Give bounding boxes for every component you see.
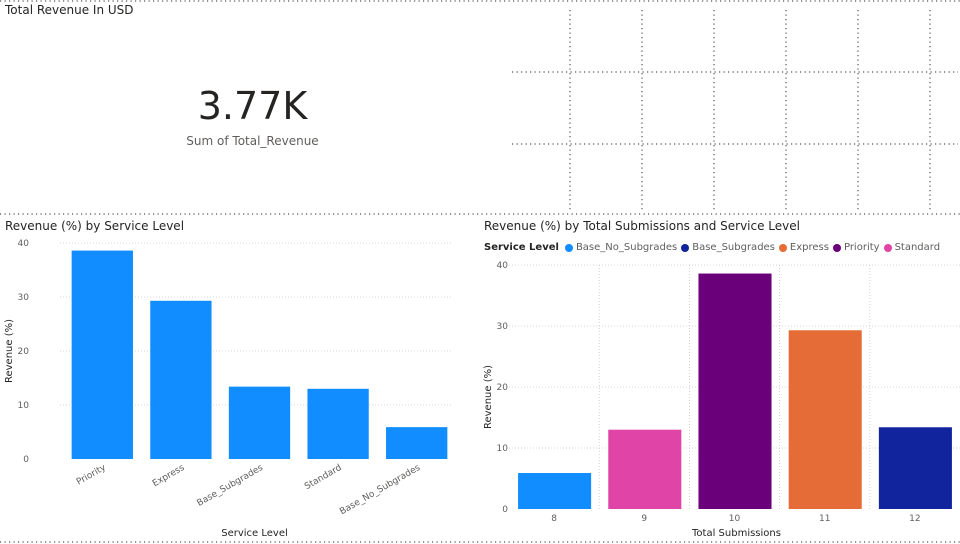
x-tick-label: Priority xyxy=(75,463,108,488)
x-tick-label: Express xyxy=(151,463,187,489)
chart1-revenue-by-service-level[interactable]: 0 10 20 30 40 Priority Express Base_Subgrades St… xyxy=(4,239,453,539)
x-tick-label: 12 xyxy=(909,514,920,524)
bar[interactable] xyxy=(150,300,212,459)
bar[interactable] xyxy=(788,330,862,509)
x-tick-label: Standard xyxy=(303,463,343,492)
legend-label: Standard xyxy=(894,242,941,253)
legend-item-standard[interactable]: Standard xyxy=(883,242,941,253)
legend-item-priority[interactable]: Priority xyxy=(832,242,880,253)
legend-label: Base_Subgrades xyxy=(692,242,775,253)
chart2-revenue-by-submissions[interactable]: 0 10 20 30 40 8 9 10 11 12 Revenue (%) Total Submis… xyxy=(483,261,960,539)
chart2-legend[interactable]: Service Level Base_No_Subgrades Base_Sub… xyxy=(484,242,944,253)
y-tick-label: 40 xyxy=(497,261,509,271)
legend-dot-icon xyxy=(778,243,787,252)
x-tick-label: Base_Subgrades xyxy=(196,463,266,509)
legend-dot-icon xyxy=(564,243,573,252)
y-tick-label: 0 xyxy=(23,455,29,465)
bar[interactable] xyxy=(878,427,952,509)
bar[interactable] xyxy=(698,273,772,509)
y-tick-label: 40 xyxy=(18,239,30,249)
x-tick-label: 8 xyxy=(551,514,557,524)
x-tick-label: 11 xyxy=(819,514,830,524)
y-tick-label: 20 xyxy=(18,347,30,357)
legend-label: Express xyxy=(789,242,829,253)
x-tick-label: 10 xyxy=(729,514,741,524)
kpi-card-title: Total Revenue In USD xyxy=(5,3,134,17)
bar[interactable] xyxy=(307,388,369,459)
legend-dot-icon xyxy=(832,243,841,252)
y-axis-title: Revenue (%) xyxy=(4,319,15,383)
x-axis-title: Service Level xyxy=(221,528,288,539)
legend-dot-icon xyxy=(681,243,690,252)
legend-label: Base_No_Subgrades xyxy=(575,242,678,253)
legend-label: Priority xyxy=(843,242,880,253)
legend-item-base-no-subgrades[interactable]: Base_No_Subgrades xyxy=(564,242,678,253)
y-tick-label: 30 xyxy=(497,322,509,332)
bar[interactable] xyxy=(518,473,592,509)
y-tick-label: 0 xyxy=(502,505,508,515)
x-tick-label: Base_No_Subgrades xyxy=(338,463,422,517)
chart2-title: Revenue (%) by Total Submissions and Ser… xyxy=(484,219,800,233)
x-tick-label: 9 xyxy=(641,514,647,524)
chart1-title: Revenue (%) by Service Level xyxy=(5,219,185,233)
legend-item-express[interactable]: Express xyxy=(778,242,829,253)
legend-dot-icon xyxy=(883,243,892,252)
kpi-value: 3.77K xyxy=(197,84,308,128)
x-axis-title: Total Submissions xyxy=(691,528,781,539)
legend-title: Service Level xyxy=(484,242,559,253)
legend-item-base-subgrades[interactable]: Base_Subgrades xyxy=(681,242,775,253)
y-tick-label: 20 xyxy=(497,383,509,393)
bar[interactable] xyxy=(608,429,682,509)
bar[interactable] xyxy=(386,427,448,459)
bar[interactable] xyxy=(71,250,133,459)
kpi-label: Sum of Total_Revenue xyxy=(186,134,319,148)
y-tick-label: 10 xyxy=(18,401,30,411)
bar[interactable] xyxy=(228,386,291,459)
y-tick-label: 10 xyxy=(497,444,509,454)
y-tick-label: 30 xyxy=(18,293,30,303)
y-axis-title: Revenue (%) xyxy=(483,365,494,429)
